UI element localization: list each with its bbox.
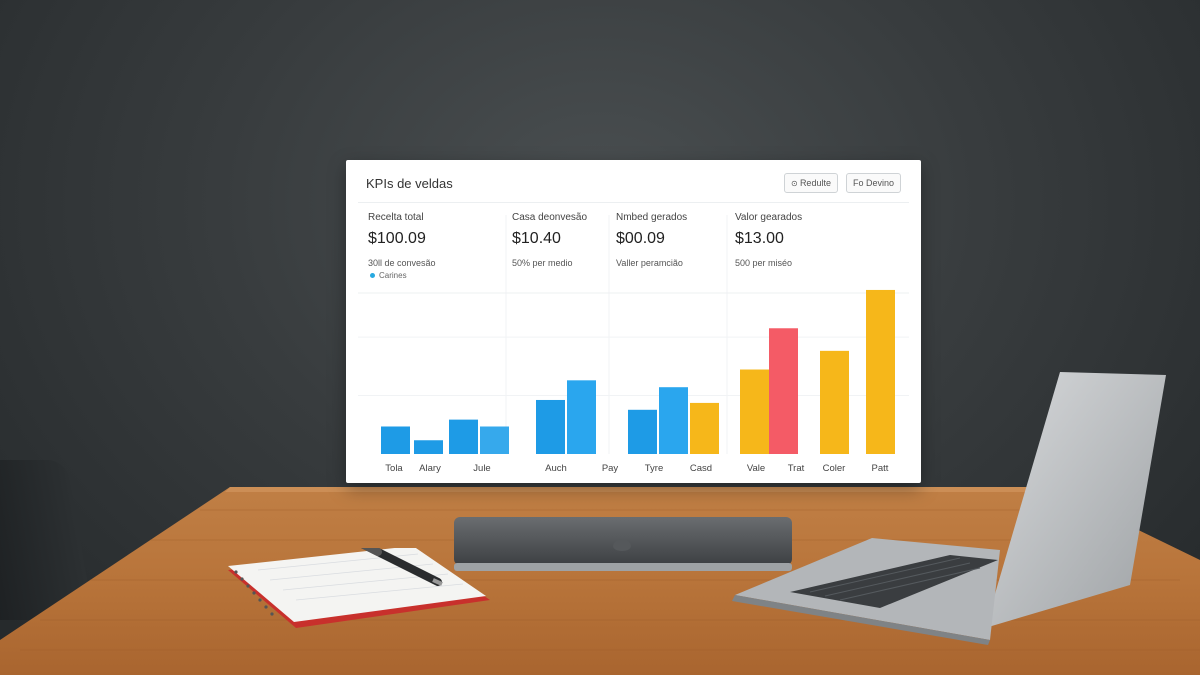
chart-bar bbox=[567, 380, 596, 454]
x-tick-label: Tyre bbox=[645, 463, 663, 474]
refresh-icon: ⊙ bbox=[791, 179, 800, 188]
open-laptop bbox=[732, 372, 1166, 645]
legend-dot-icon bbox=[370, 273, 375, 279]
chart-bar bbox=[628, 409, 657, 454]
x-tick-label: Vale bbox=[747, 463, 765, 474]
refresh-label: Redulte bbox=[799, 178, 831, 188]
kpi-label: Nmbed gerados bbox=[616, 212, 688, 223]
kpi-value: $00.09 bbox=[616, 230, 665, 247]
x-tick-label: Coler bbox=[823, 463, 846, 474]
chart-bar bbox=[536, 399, 565, 454]
header-divider bbox=[358, 202, 909, 203]
kpi-subtext: Valler peramcião bbox=[616, 258, 683, 268]
chart-bar bbox=[381, 426, 410, 454]
kpi-card-value: Valor gearados $13.00 500 per miséo bbox=[735, 212, 802, 268]
bar-chart: Tola Alary Jule Auch Pay Tyre Casd Vale Trat Cole… bbox=[358, 215, 909, 474]
kpi-subtext: 500 per miséo bbox=[735, 258, 793, 268]
dashboard-screen: KPIs de veldas ⊙ Redulte Fo Devino Recel… bbox=[346, 160, 921, 483]
export-label: Fo Devino bbox=[853, 178, 895, 188]
kpi-label: Valor gearados bbox=[735, 212, 803, 223]
kpi-value: $13.00 bbox=[735, 230, 784, 247]
kpi-label: Casa deonvesão bbox=[512, 212, 588, 223]
dashboard-title: KPIs de veldas bbox=[366, 176, 453, 191]
kpi-value: $100.09 bbox=[368, 230, 426, 247]
x-tick-label: Patt bbox=[872, 463, 889, 474]
x-tick-label: Tola bbox=[385, 463, 403, 474]
chart-bar bbox=[449, 419, 478, 454]
legend-label: Carines bbox=[379, 271, 407, 280]
apple-logo-icon bbox=[613, 539, 631, 551]
notebook bbox=[228, 548, 490, 628]
chart-legend: Carines bbox=[370, 271, 407, 280]
refresh-button[interactable]: ⊙ Redulte bbox=[784, 173, 838, 193]
closed-laptop bbox=[454, 517, 792, 571]
kpi-card-generated: Nmbed gerados $00.09 Valler peramcião bbox=[616, 212, 687, 268]
kpi-label: Recelta total bbox=[368, 212, 424, 223]
x-tick-label: Alary bbox=[419, 463, 441, 474]
x-tick-label: Casd bbox=[690, 463, 712, 474]
export-button[interactable]: Fo Devino bbox=[846, 173, 902, 193]
kpi-subtext: 50% per medio bbox=[512, 258, 573, 268]
kpi-card-revenue: Recelta total $100.09 30ll de convesão bbox=[368, 212, 436, 268]
chart-bar bbox=[480, 426, 509, 454]
x-tick-label: Pay bbox=[602, 463, 619, 474]
chart-bar bbox=[820, 350, 849, 454]
chart-bar bbox=[690, 402, 719, 454]
kpi-card-conversion: Casa deonvesão $10.40 50% per medio bbox=[512, 212, 587, 268]
chart-bar bbox=[740, 369, 769, 454]
x-tick-label: Auch bbox=[545, 463, 567, 474]
x-tick-label: Trat bbox=[788, 463, 805, 474]
pen-icon bbox=[361, 548, 443, 586]
x-tick-label: Jule bbox=[473, 463, 490, 474]
chart-bar bbox=[866, 289, 895, 454]
kpi-value: $10.40 bbox=[512, 230, 561, 247]
chart-bar bbox=[659, 387, 688, 454]
chart-bar bbox=[769, 328, 798, 454]
chart-bar bbox=[414, 440, 443, 454]
kpi-subtext: 30ll de convesão bbox=[368, 258, 436, 268]
